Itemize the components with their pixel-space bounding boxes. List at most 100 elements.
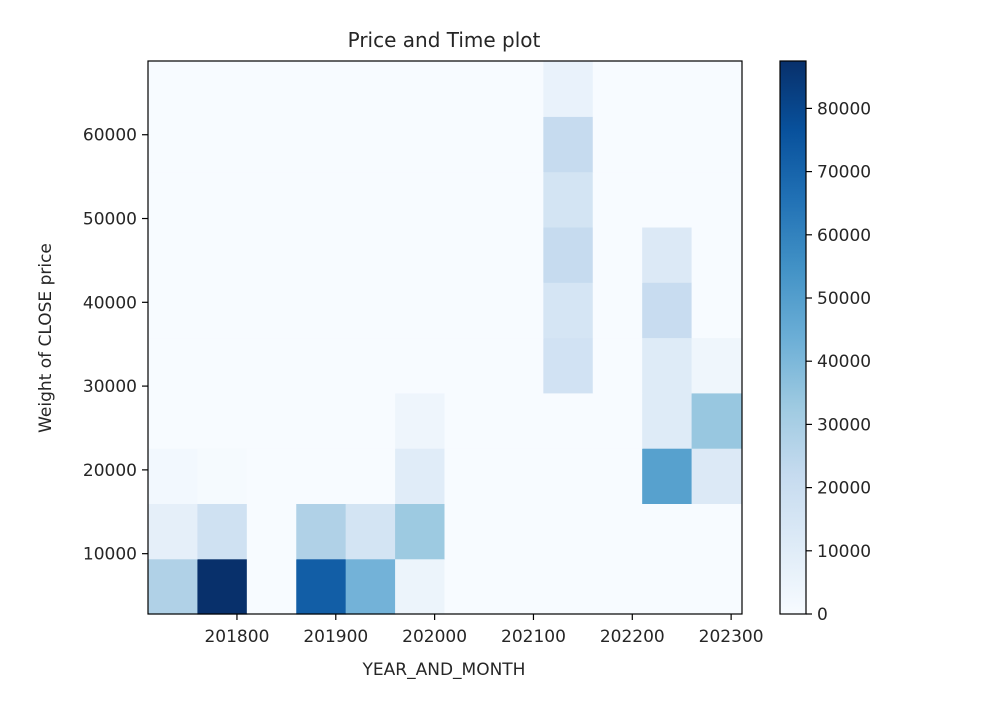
colorbar-tick-label: 10000 xyxy=(817,542,871,562)
heatmap-cell xyxy=(296,392,347,449)
heatmap-cell xyxy=(395,226,446,283)
colorbar-tick-label: 50000 xyxy=(817,289,871,309)
heatmap-cell xyxy=(395,558,446,615)
heatmap-cell xyxy=(493,503,544,560)
heatmap-cell xyxy=(592,503,643,560)
heatmap-cell xyxy=(543,392,594,449)
heatmap-cell xyxy=(493,226,544,283)
heatmap-cell xyxy=(345,558,396,615)
heatmap-cell xyxy=(296,116,347,173)
heatmap-cell xyxy=(592,226,643,283)
heatmap-cell xyxy=(197,337,248,394)
x-axis-label: YEAR_AND_MONTH xyxy=(362,660,526,680)
heatmap-cell xyxy=(148,61,199,117)
heatmap-cell xyxy=(493,282,544,339)
heatmap-cell xyxy=(345,171,396,228)
heatmap-cell xyxy=(592,392,643,449)
heatmap-cell xyxy=(296,558,347,615)
heatmap-cell xyxy=(197,392,248,449)
heatmap-cell xyxy=(691,503,742,560)
heatmap-cell xyxy=(345,448,396,504)
heatmap-cell xyxy=(691,116,742,173)
colorbar-tick-label: 80000 xyxy=(817,99,871,119)
heatmap-cell xyxy=(543,558,594,615)
heatmap-cell xyxy=(246,558,297,615)
heatmap-cell xyxy=(444,61,495,117)
heatmap-cell xyxy=(543,503,594,560)
heatmap-cell xyxy=(197,503,248,560)
heatmap-cell xyxy=(444,448,495,504)
heatmap-cell xyxy=(543,282,594,339)
heatmap-cell xyxy=(148,337,199,394)
heatmap-cell xyxy=(395,392,446,449)
heatmap-cell xyxy=(642,116,693,173)
heatmap-cell xyxy=(642,226,693,283)
heatmap-cell xyxy=(345,503,396,560)
heatmap-cell xyxy=(148,171,199,228)
heatmap-cell xyxy=(543,226,594,283)
heatmap-cell xyxy=(691,448,742,504)
heatmap-cell xyxy=(444,226,495,283)
heatmap-cell xyxy=(345,116,396,173)
heatmap-cell xyxy=(444,392,495,449)
heatmap-cell xyxy=(296,337,347,394)
heatmap-cell xyxy=(246,337,297,394)
heatmap-cell xyxy=(197,171,248,228)
heatmap-cell xyxy=(148,448,199,504)
heatmap-cell xyxy=(592,116,643,173)
colorbar-ticks: 0 10000 20000 30000 40000 50000 60000 70000 8000… xyxy=(806,99,871,625)
heatmap-cell xyxy=(197,226,248,283)
colorbar-tick-label: 20000 xyxy=(817,479,871,499)
heatmap-cell xyxy=(296,448,347,504)
heatmap-cell xyxy=(444,116,495,173)
heatmap-cell xyxy=(543,61,594,117)
heatmap-cell xyxy=(246,61,297,117)
y-tick-label: 10000 xyxy=(83,545,137,565)
heatmap-cell xyxy=(444,337,495,394)
y-axis-label: Weight of CLOSE price xyxy=(36,243,56,433)
heatmap-cell xyxy=(197,61,248,117)
heatmap-cell xyxy=(197,282,248,339)
heatmap-cell xyxy=(296,61,347,117)
heatmap-cell xyxy=(543,116,594,173)
heatmap-cell xyxy=(246,392,297,449)
heatmap-cell xyxy=(148,226,199,283)
heatmap-cell xyxy=(246,282,297,339)
x-tick-label: 201900 xyxy=(303,627,368,647)
heatmap-cell xyxy=(493,171,544,228)
heatmap-cell xyxy=(543,171,594,228)
heatmap-cell xyxy=(345,282,396,339)
heatmap-cell xyxy=(296,171,347,228)
heatmap-cell xyxy=(691,226,742,283)
heatmap-cell xyxy=(592,337,643,394)
heatmap-cell xyxy=(296,282,347,339)
heatmap-cell xyxy=(148,558,199,615)
heatmap-cell xyxy=(642,337,693,394)
heatmap-cell xyxy=(395,61,446,117)
heatmap-cell xyxy=(493,392,544,449)
heatmap-cell xyxy=(691,337,742,394)
heatmap-cell xyxy=(148,116,199,173)
heatmap-cell xyxy=(543,448,594,504)
colorbar-tick-label: 0 xyxy=(817,605,828,625)
heatmap-cell xyxy=(691,558,742,615)
heatmap-cell xyxy=(543,337,594,394)
colorbar-tick-label: 70000 xyxy=(817,163,871,183)
colorbar-tick-label: 60000 xyxy=(817,226,871,246)
y-tick-label: 60000 xyxy=(83,126,137,146)
y-tick-label: 30000 xyxy=(83,377,137,397)
colorbar-tick-label: 40000 xyxy=(817,352,871,372)
heatmap-cell xyxy=(592,61,643,117)
heatmap-cell xyxy=(395,337,446,394)
heatmap-cells xyxy=(148,61,742,615)
heatmap-cell xyxy=(691,392,742,449)
heatmap-cell xyxy=(395,282,446,339)
heatmap-cell xyxy=(345,337,396,394)
heatmap-cell xyxy=(691,171,742,228)
colorbar-tick-label: 30000 xyxy=(817,415,871,435)
heatmap-cell xyxy=(592,282,643,339)
y-tick-label: 20000 xyxy=(83,461,137,481)
x-tick-label: 202300 xyxy=(699,627,764,647)
heatmap-cell xyxy=(395,503,446,560)
